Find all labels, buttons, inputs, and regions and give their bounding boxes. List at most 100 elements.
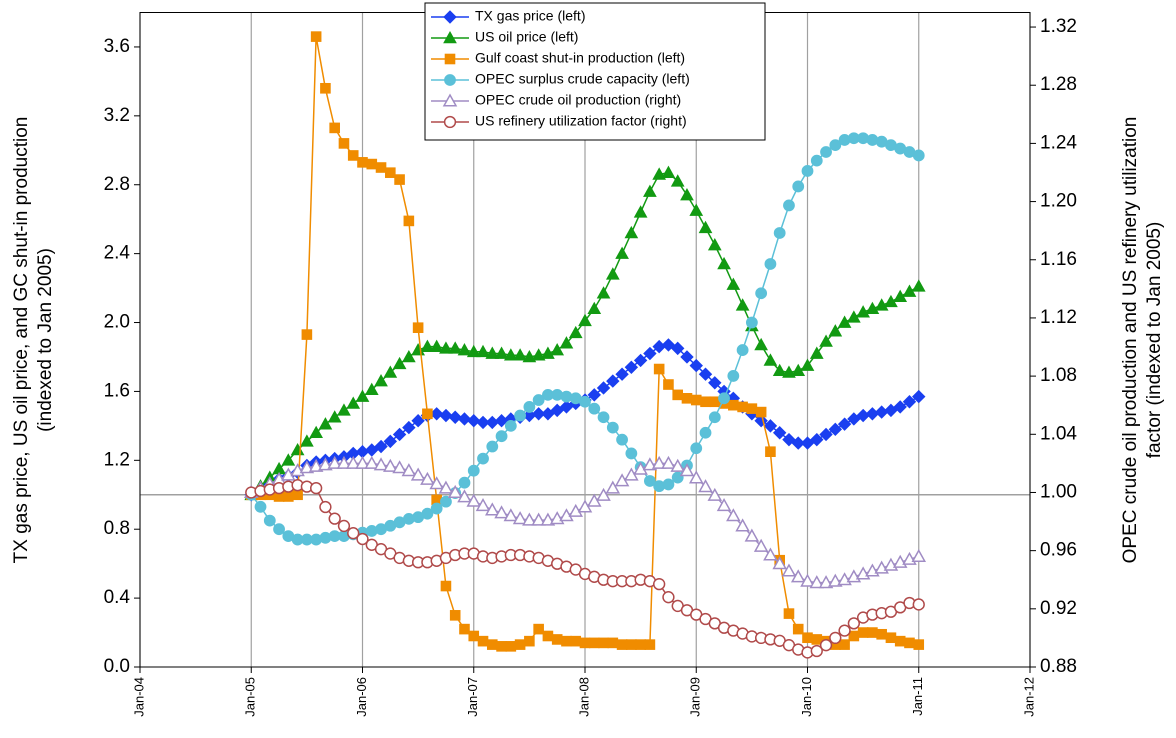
series bbox=[244, 165, 926, 501]
marker bbox=[783, 199, 795, 212]
y2-tick-label: 1.16 bbox=[1040, 249, 1077, 270]
legend-box bbox=[424, 2, 766, 141]
y-tick-label: 2.8 bbox=[104, 174, 130, 195]
y-axis-title: TX gas price, US oil price, and GC shut-… bbox=[11, 117, 32, 564]
marker bbox=[533, 623, 544, 635]
marker bbox=[848, 630, 860, 642]
marker bbox=[421, 507, 434, 520]
marker bbox=[439, 408, 453, 423]
marker bbox=[299, 460, 315, 474]
marker bbox=[444, 53, 456, 65]
marker bbox=[765, 446, 776, 458]
marker bbox=[477, 635, 489, 647]
marker bbox=[707, 237, 722, 251]
marker bbox=[447, 484, 463, 499]
y-tick-label: 1.6 bbox=[104, 380, 130, 401]
y-tick-label: 3.2 bbox=[104, 105, 130, 126]
x-tick-label: Jan-10 bbox=[799, 677, 814, 717]
marker bbox=[867, 627, 878, 638]
marker bbox=[429, 476, 444, 490]
marker bbox=[809, 346, 824, 359]
marker bbox=[616, 433, 628, 446]
legend-label: TX gas price (left) bbox=[475, 8, 585, 24]
marker bbox=[828, 422, 843, 437]
marker bbox=[440, 495, 452, 508]
marker bbox=[828, 573, 843, 587]
marker bbox=[402, 349, 416, 363]
marker bbox=[494, 505, 509, 519]
y-tick-label: 0.0 bbox=[104, 656, 130, 677]
y-tick-label: 0.4 bbox=[104, 587, 131, 608]
marker bbox=[347, 150, 359, 161]
marker bbox=[792, 623, 804, 635]
marker bbox=[550, 403, 564, 418]
marker bbox=[626, 639, 637, 650]
marker bbox=[504, 419, 517, 432]
marker bbox=[689, 203, 704, 216]
marker bbox=[475, 498, 491, 512]
marker bbox=[680, 188, 694, 201]
marker bbox=[486, 440, 499, 453]
marker bbox=[394, 174, 405, 185]
marker bbox=[735, 298, 750, 311]
marker bbox=[512, 511, 528, 525]
legend-label: OPEC surplus crude capacity (left) bbox=[475, 71, 690, 87]
marker bbox=[392, 427, 407, 442]
marker bbox=[652, 339, 666, 354]
marker bbox=[438, 480, 454, 494]
marker bbox=[308, 458, 324, 472]
marker bbox=[653, 577, 666, 591]
marker bbox=[911, 279, 926, 292]
marker bbox=[309, 481, 323, 495]
y2-tick-label: 0.96 bbox=[1040, 540, 1077, 561]
marker bbox=[670, 458, 685, 472]
marker bbox=[273, 523, 285, 536]
marker bbox=[644, 639, 656, 650]
marker bbox=[596, 381, 611, 395]
marker bbox=[876, 628, 887, 640]
marker bbox=[513, 348, 527, 361]
marker bbox=[281, 453, 296, 466]
marker bbox=[364, 382, 379, 395]
marker bbox=[477, 452, 489, 465]
marker bbox=[791, 436, 805, 450]
marker bbox=[448, 410, 462, 424]
marker bbox=[847, 412, 861, 426]
marker bbox=[347, 527, 360, 540]
marker bbox=[663, 379, 674, 390]
marker bbox=[911, 548, 927, 563]
marker bbox=[690, 442, 703, 455]
marker bbox=[671, 341, 685, 356]
marker bbox=[689, 358, 703, 373]
marker bbox=[606, 421, 619, 434]
marker bbox=[476, 415, 490, 430]
marker bbox=[327, 455, 342, 469]
y-tick-label: 2.0 bbox=[104, 312, 130, 333]
marker bbox=[374, 374, 388, 387]
marker bbox=[596, 487, 611, 501]
marker bbox=[320, 82, 331, 94]
marker bbox=[531, 348, 546, 361]
marker bbox=[800, 573, 815, 587]
marker bbox=[754, 337, 768, 351]
marker bbox=[494, 346, 509, 359]
marker bbox=[514, 639, 526, 650]
marker bbox=[755, 406, 767, 418]
marker bbox=[661, 165, 676, 178]
y2-tick-label: 1.20 bbox=[1040, 191, 1077, 212]
marker bbox=[773, 227, 786, 239]
marker bbox=[443, 30, 457, 44]
y2-tick-label: 0.92 bbox=[1040, 598, 1077, 619]
marker bbox=[420, 339, 435, 352]
marker bbox=[893, 400, 907, 414]
marker bbox=[578, 313, 592, 327]
marker bbox=[337, 519, 351, 533]
marker bbox=[605, 480, 621, 494]
marker bbox=[671, 471, 684, 484]
y-tick-label: 1.2 bbox=[104, 449, 130, 470]
marker bbox=[763, 547, 778, 561]
marker bbox=[708, 376, 722, 390]
marker bbox=[542, 630, 554, 642]
marker bbox=[457, 343, 472, 356]
marker bbox=[522, 349, 537, 363]
